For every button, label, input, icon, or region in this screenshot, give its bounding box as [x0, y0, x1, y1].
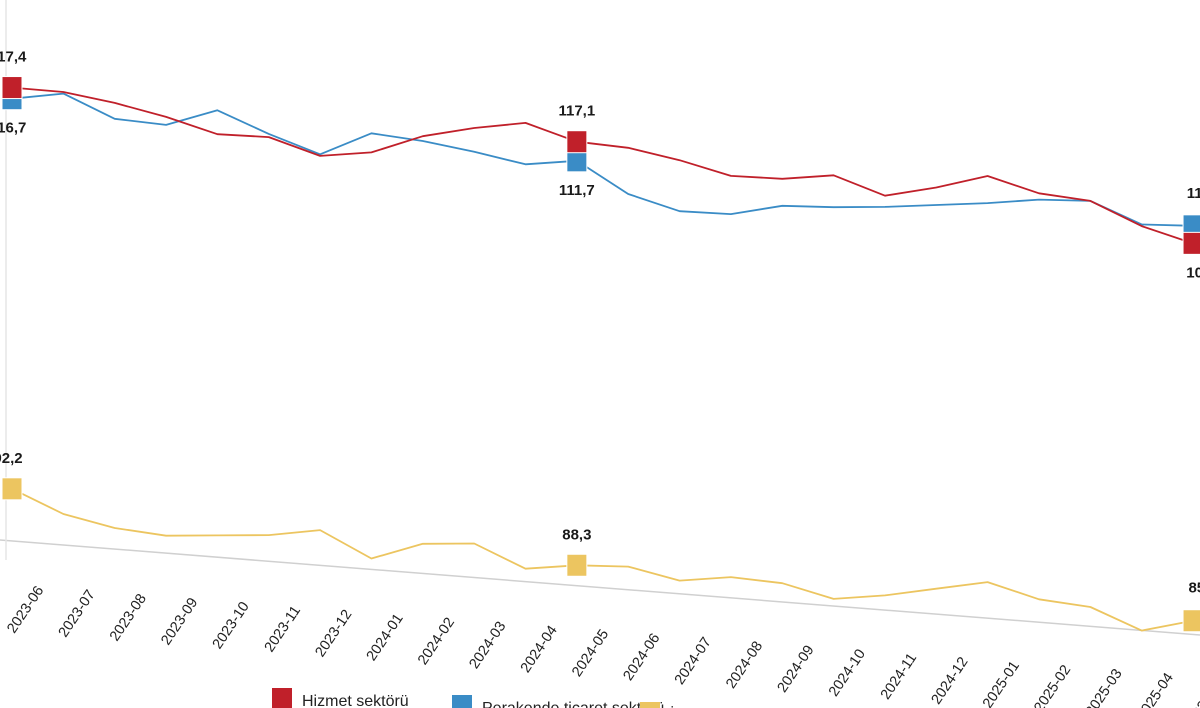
- legend-label-1: Perakende ticaret sektörü: [482, 700, 664, 708]
- x-tick-2023-07: 2023-07: [56, 587, 99, 640]
- x-tick-2024-12: 2024-12: [929, 654, 972, 707]
- x-tick-2024-06: 2024-06: [620, 631, 663, 684]
- series-line-2: [11, 487, 1194, 632]
- data-label-s2-11: 88,3: [562, 526, 591, 543]
- data-label-s1-23: 110,6: [1187, 185, 1200, 202]
- x-tick-2024-08: 2024-08: [723, 639, 766, 692]
- legend-label-2: İnşaat sektörü: [670, 705, 771, 708]
- x-tick-2023-10: 2023-10: [210, 599, 253, 652]
- data-labels: 92,2 88,3 85,1 116,7 111,7 110,6 117,4 117,1 109…: [0, 49, 1200, 597]
- legend: Hizmet sektörü Perakende ticaret sektörü İ…: [272, 688, 771, 708]
- x-tick-2024-10: 2024-10: [826, 646, 869, 699]
- x-tick-2025-01: 2025-01: [980, 658, 1023, 708]
- x-tick-2025-04: 2025-04: [1134, 670, 1177, 708]
- marker-s2-11: [566, 553, 588, 577]
- legend-swatch-0: [272, 688, 292, 708]
- x-tick-2023-08: 2023-08: [107, 591, 150, 644]
- marker-s2-23: [1182, 609, 1200, 633]
- data-label-s2-23: 85,1: [1188, 580, 1200, 597]
- data-label-s0-11: 117,1: [558, 103, 595, 120]
- marker-s0-0: [1, 76, 23, 100]
- x-tick-2025-02: 2025-02: [1031, 662, 1074, 708]
- x-tick-2024-01: 2024-01: [364, 611, 407, 664]
- x-tick-2023-09: 2023-09: [158, 595, 201, 648]
- x-axis-line: [0, 539, 1200, 636]
- data-label-s0-23: 109,5: [1186, 264, 1200, 281]
- x-tick-2024-03: 2024-03: [466, 619, 509, 672]
- x-tick-2024-05: 2024-05: [569, 627, 612, 680]
- marker-s0-23: [1182, 231, 1200, 255]
- data-label-s1-0: 116,7: [0, 120, 26, 137]
- x-tick-labels: 2023-06 2023-07 2023-08 2023-09 2023-10 2023-…: [4, 583, 1200, 708]
- marker-s0-11: [566, 130, 588, 154]
- x-tick-2024-07: 2024-07: [672, 635, 715, 688]
- x-tick-2024-02: 2024-02: [415, 615, 458, 668]
- axes: [0, 0, 1200, 636]
- x-tick-2023-11: 2023-11: [262, 603, 304, 655]
- legend-swatch-2: [640, 702, 660, 708]
- x-tick-2023-12: 2023-12: [312, 607, 355, 660]
- x-tick-2024-04: 2024-04: [518, 623, 561, 676]
- data-label-s0-0: 117,4: [0, 49, 27, 66]
- x-tick-2025-05: 2025-05: [1185, 674, 1200, 708]
- x-tick-2023-06: 2023-06: [4, 583, 47, 636]
- series-line-1: [11, 92, 1194, 227]
- marker-s2-0: [1, 477, 23, 501]
- series-layer: [1, 76, 1200, 633]
- x-tick-2025-03: 2025-03: [1083, 666, 1126, 708]
- legend-swatch-1: [452, 695, 472, 708]
- legend-label-0: Hizmet sektörü: [302, 693, 409, 708]
- data-label-s1-11: 111,7: [559, 182, 595, 199]
- x-tick-2024-11: 2024-11: [878, 650, 920, 702]
- data-label-s2-0: 92,2: [0, 450, 23, 467]
- series-line-0: [11, 86, 1194, 245]
- x-tick-2024-09: 2024-09: [775, 643, 818, 696]
